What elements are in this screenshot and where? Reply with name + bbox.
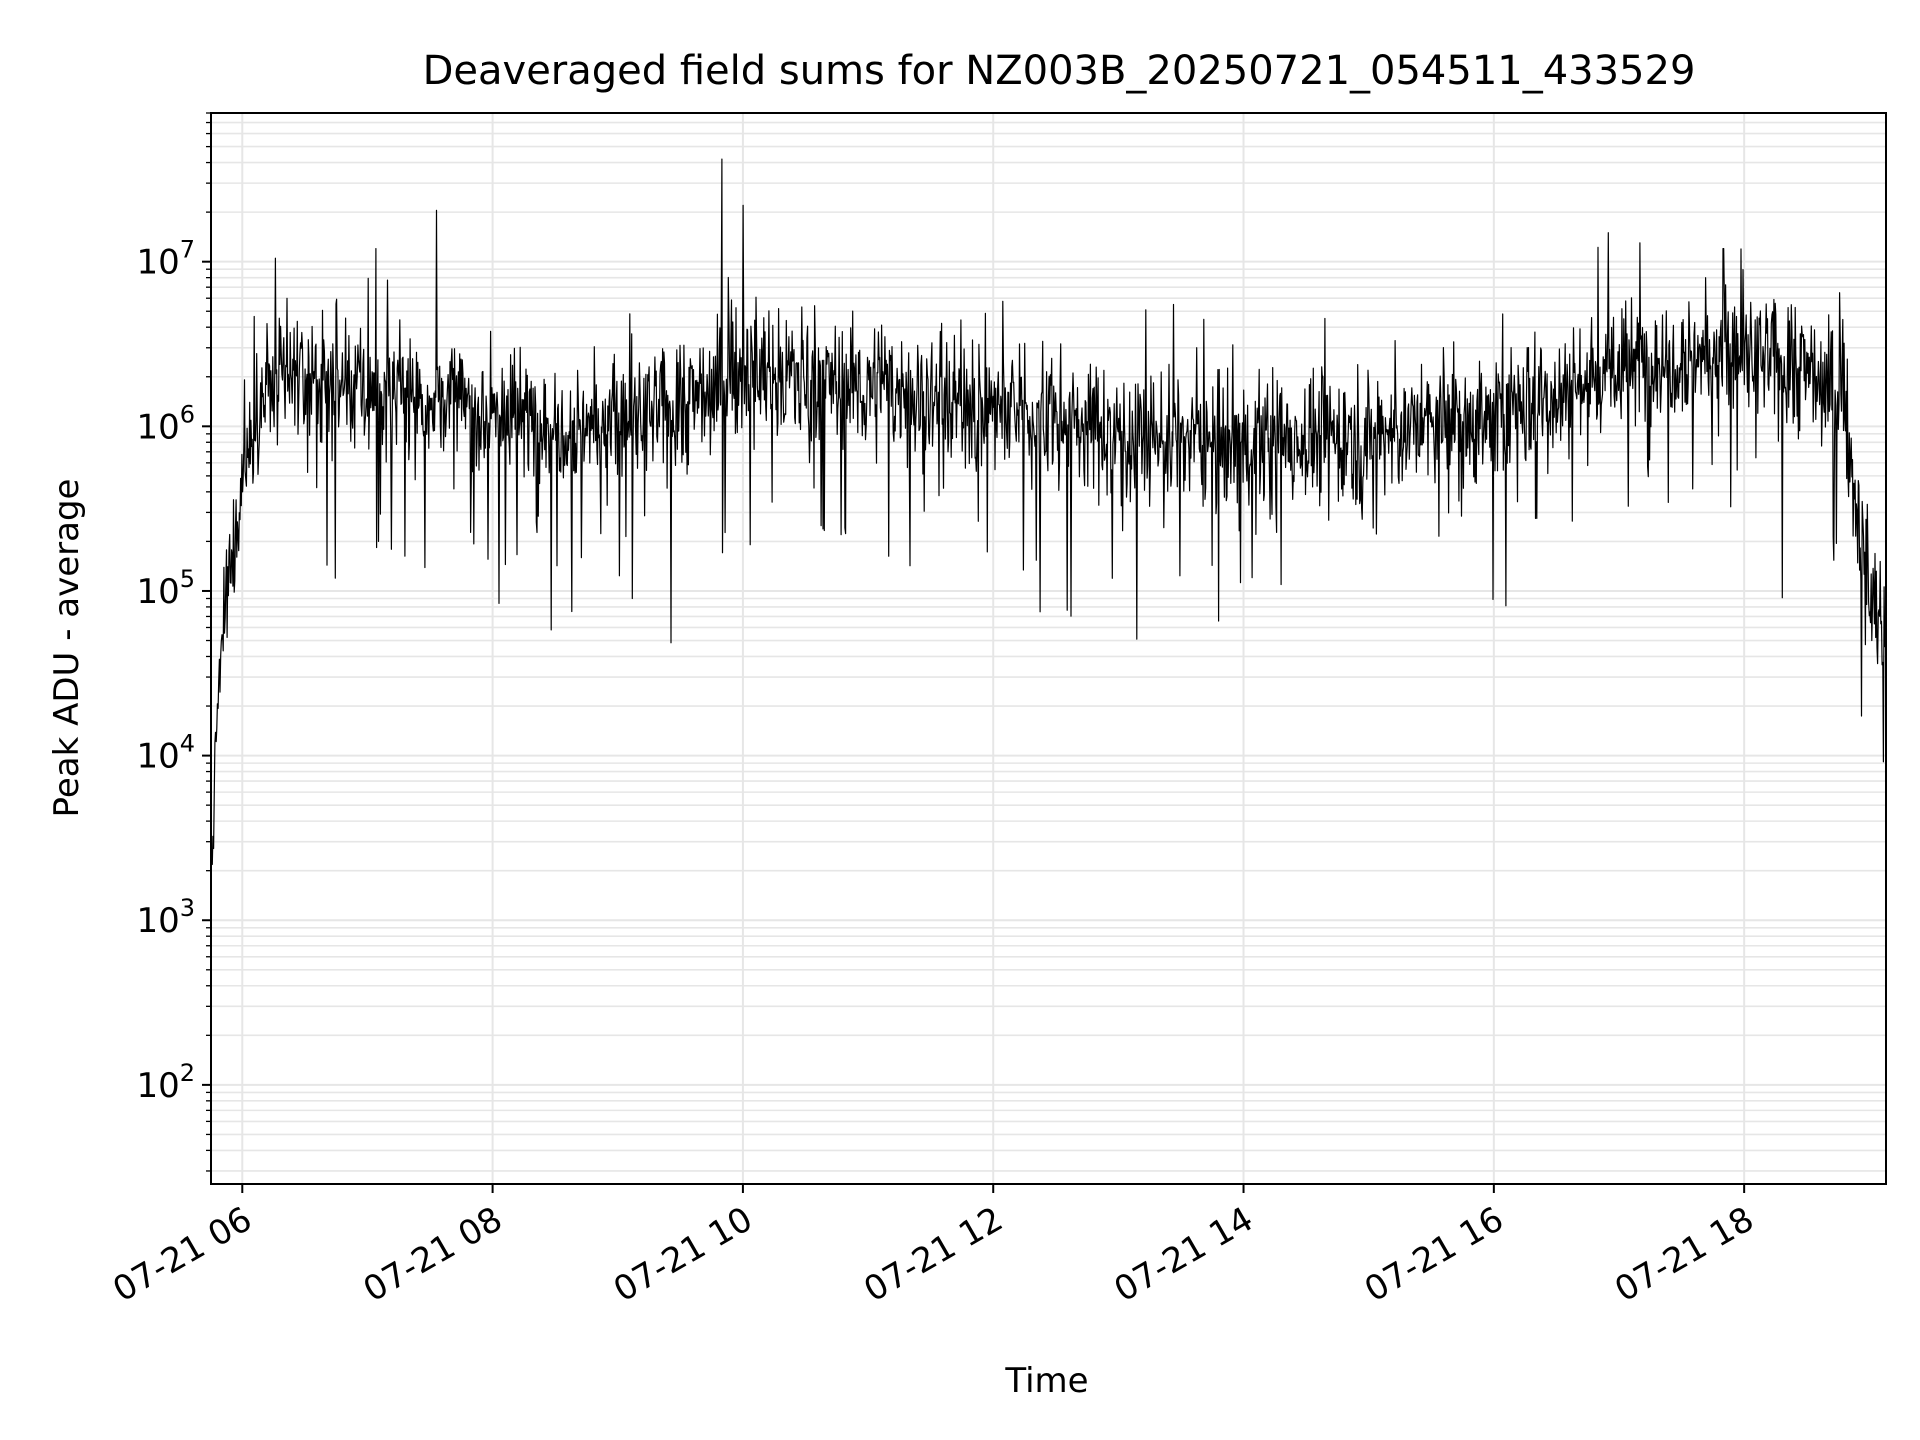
y-tick-label: 102 <box>136 1059 195 1106</box>
x-tick-label: 07-21 10 <box>607 1199 759 1310</box>
x-tick-label: 07-21 06 <box>106 1199 258 1310</box>
y-tick-label: 106 <box>136 400 195 447</box>
y-tick-label: 107 <box>136 236 195 283</box>
x-tick-label: 07-21 12 <box>857 1199 1009 1310</box>
axes-frame <box>210 112 1887 1185</box>
x-axis-label: Time <box>1004 1361 1088 1401</box>
x-tick-label: 07-21 08 <box>357 1199 509 1310</box>
y-tick-label: 103 <box>136 894 195 941</box>
y-tick-label: 104 <box>136 730 195 777</box>
series-line-0 <box>211 158 1886 881</box>
data-layer <box>211 158 1886 881</box>
chart-title: Deaveraged field sums for NZ003B_2025072… <box>423 48 1696 94</box>
x-tick-label: 07-21 16 <box>1358 1199 1510 1310</box>
x-tick-label: 07-21 14 <box>1108 1199 1260 1310</box>
y-tick-label: 105 <box>136 565 195 612</box>
grid <box>211 112 1886 1184</box>
ticks: 102 103 104 105 106 107 07-21 06 07-21 08 07-21 … <box>106 112 1761 1310</box>
x-tick-label: 07-21 18 <box>1608 1199 1760 1310</box>
y-axis-label: Peak ADU - average <box>47 479 87 818</box>
